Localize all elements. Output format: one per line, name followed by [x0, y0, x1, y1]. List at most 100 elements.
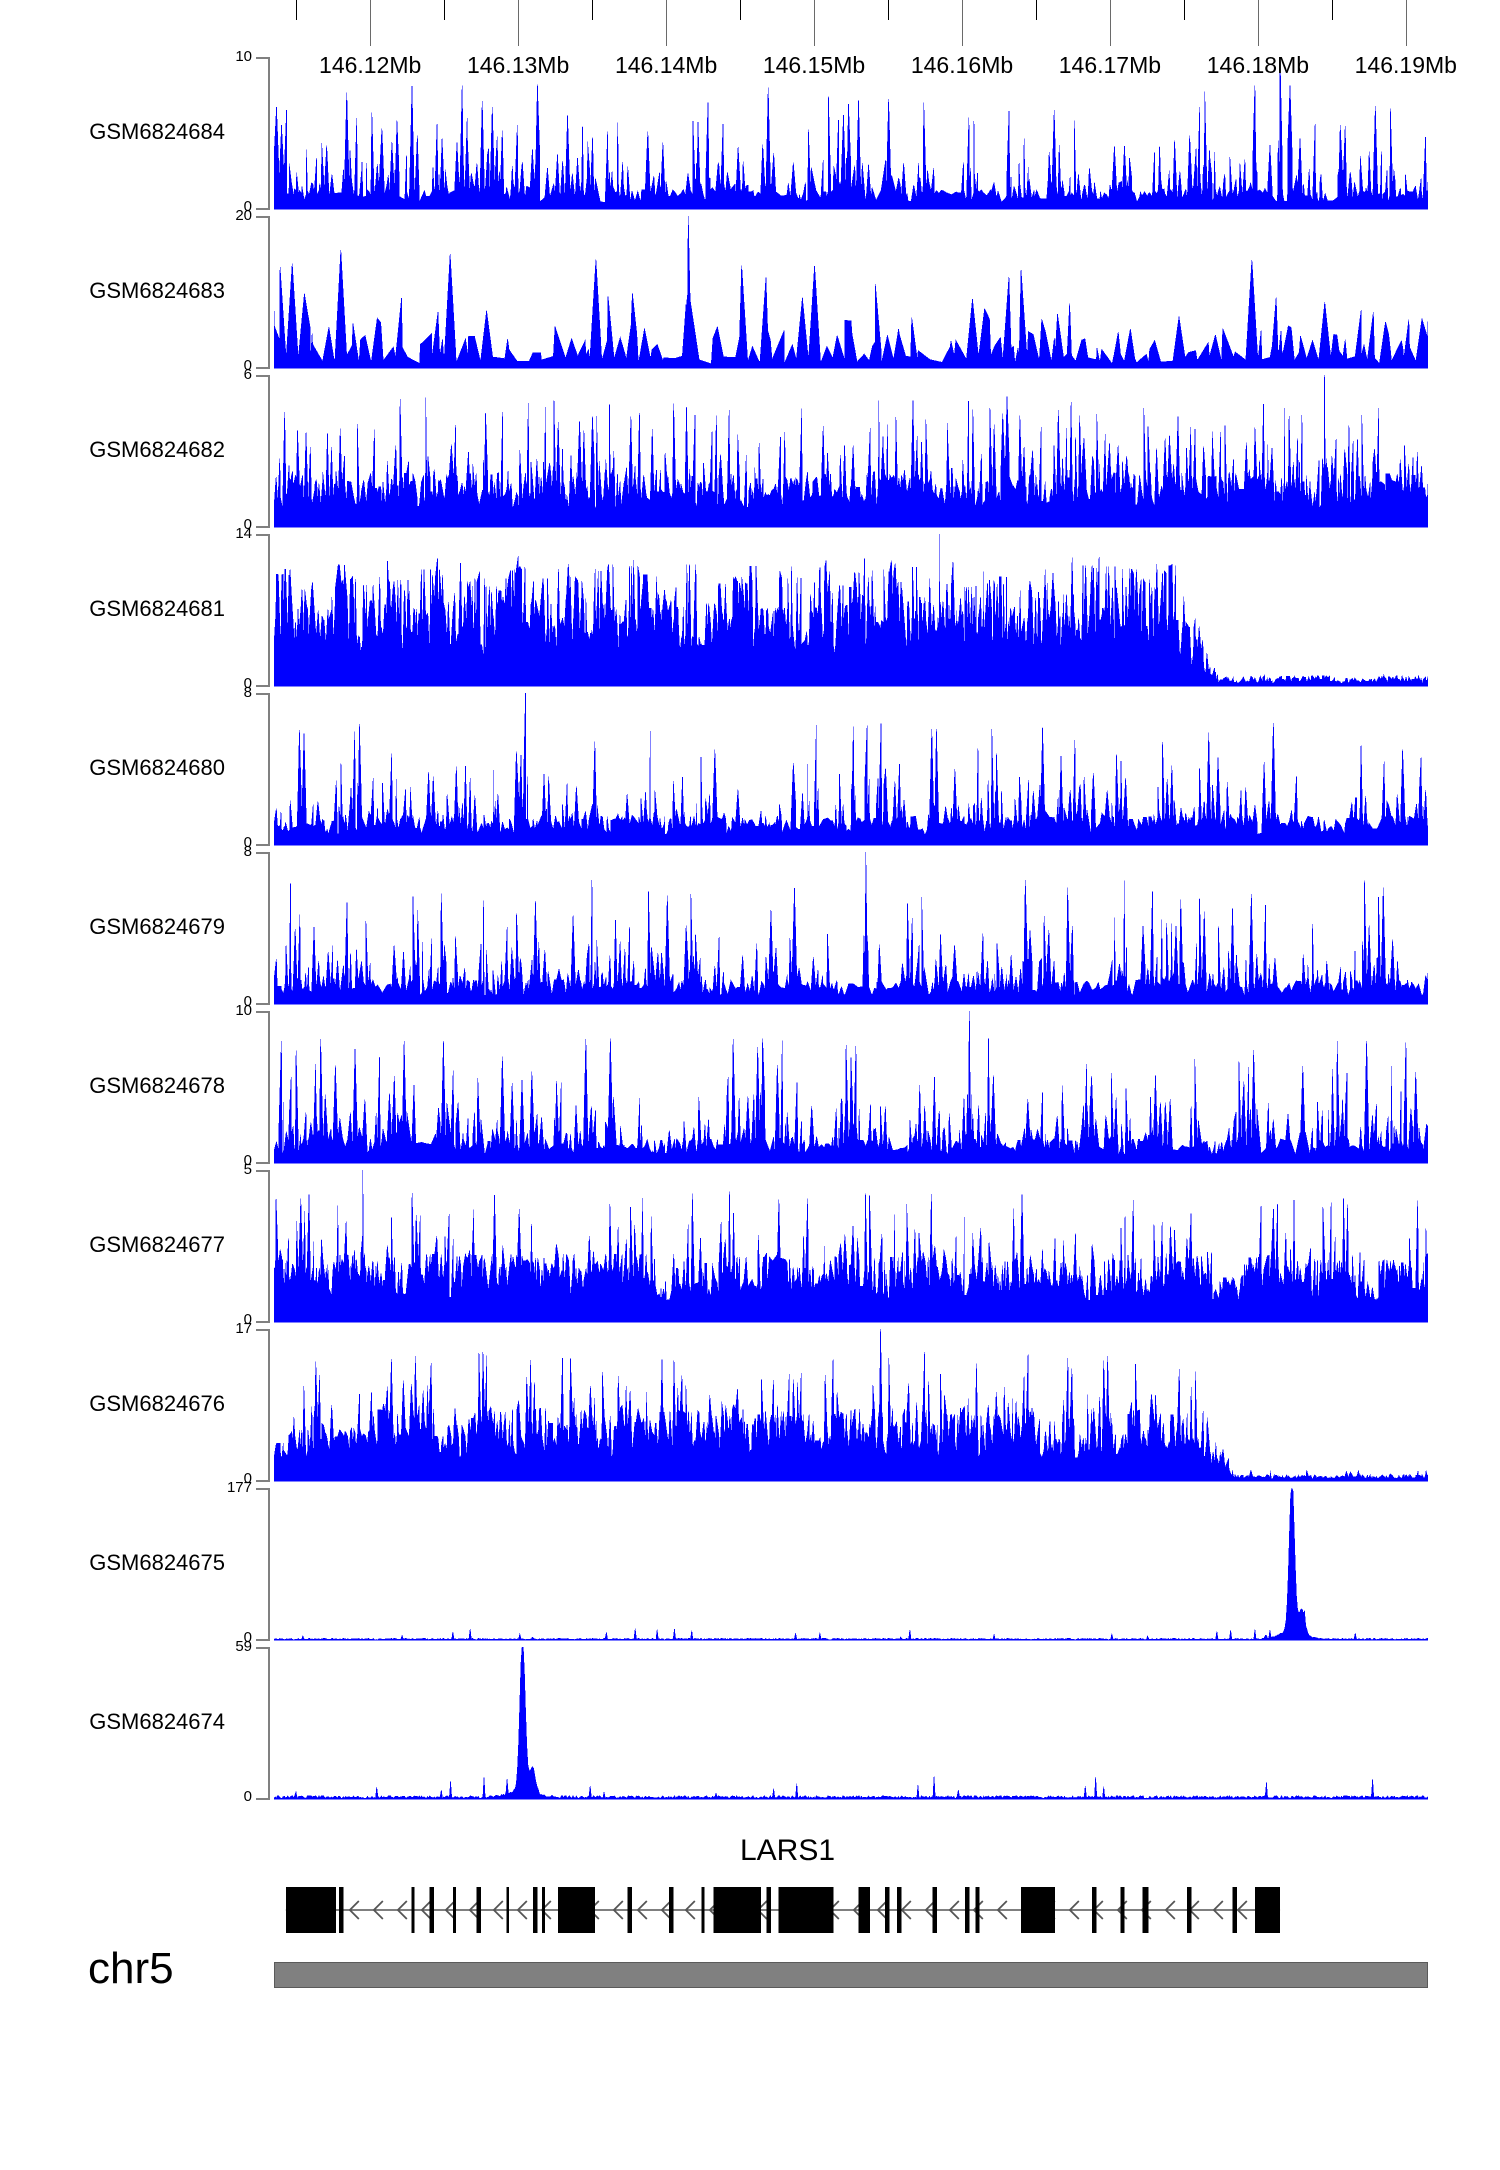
y-axis-line [268, 1329, 270, 1482]
y-axis-max-tick [256, 57, 269, 59]
track-sample-label: GSM6824681 [89, 595, 225, 621]
axis-tick-label: 146.14Mb [614, 52, 718, 78]
track-sample-label: GSM6824677 [89, 1231, 225, 1257]
track-sample-label: GSM6824680 [89, 754, 225, 780]
coverage-track: GSM6824683 20 0 [0, 207, 1500, 374]
y-axis-min-tick [256, 1162, 269, 1164]
axis-major-tick [666, 0, 668, 46]
track-sample-label: GSM6824679 [89, 913, 225, 939]
y-axis-max-label: 8 [243, 684, 252, 701]
coverage-track: GSM6824681 14 0 [0, 525, 1500, 692]
axis-tick-label: 146.19Mb [1354, 52, 1457, 78]
y-axis-min-label: 0 [243, 675, 252, 692]
y-axis-min-tick [256, 367, 269, 369]
track-sample-label: GSM6824676 [89, 1390, 225, 1416]
y-axis-min-label: 0 [243, 834, 252, 851]
y-axis-line [268, 1488, 270, 1641]
track-sample-label: GSM6824684 [89, 118, 225, 144]
y-axis-max-label: 177 [226, 1479, 252, 1496]
gene-structure-svg [285, 1887, 1281, 1933]
y-axis-line [268, 534, 270, 687]
y-axis-max-tick [256, 534, 269, 536]
axis-minor-tick [888, 0, 889, 20]
coverage-plot-area [274, 216, 1428, 369]
axis-major-tick [814, 0, 815, 46]
axis-major-tick [1109, 0, 1111, 46]
chromosome-label: chr5 [88, 1944, 174, 1993]
axis-major-tick [370, 0, 372, 46]
y-axis-line [268, 375, 270, 528]
y-axis-max-tick [256, 1329, 269, 1331]
track-sample-label: GSM6824675 [89, 1549, 225, 1575]
y-axis-min-tick [256, 208, 269, 210]
y-axis-min-label: 0 [243, 1311, 252, 1328]
y-axis-line [268, 1170, 270, 1323]
y-axis-min-label: 0 [243, 516, 252, 533]
y-axis-line [268, 57, 270, 210]
coverage-track: GSM6824679 8 0 [0, 843, 1500, 1010]
axis-tick-label: 146.13Mb [466, 52, 570, 78]
track-sample-label: GSM6824678 [89, 1072, 225, 1098]
axis-minor-tick [1035, 0, 1037, 20]
axis-major-tick [962, 0, 963, 46]
y-axis-line [268, 693, 270, 846]
gene-name-label: LARS1 [739, 1834, 836, 1867]
axis-major-tick [518, 0, 520, 46]
y-axis-max-tick [256, 375, 269, 377]
coverage-plot-area [274, 375, 1428, 528]
y-axis-min-tick [256, 1003, 269, 1005]
axis-minor-tick [592, 0, 594, 20]
coverage-plot-area [274, 1170, 1428, 1323]
y-axis-max-label: 10 [235, 1002, 252, 1019]
track-sample-label: GSM6824683 [89, 277, 225, 303]
y-axis-min-label: 0 [243, 198, 252, 215]
track-sample-label: GSM6824674 [89, 1708, 225, 1734]
chromosome-ideogram-bar [274, 1962, 1428, 1988]
coverage-track: GSM6824676 17 0 [0, 1320, 1500, 1487]
coverage-track: GSM6824682 6 0 [0, 366, 1500, 533]
axis-tick-label: 146.12Mb [319, 52, 422, 78]
coverage-track: GSM6824677 5 0 [0, 1161, 1500, 1328]
coverage-plot-area [274, 852, 1428, 1005]
y-axis-min-tick [256, 685, 269, 687]
y-axis-min-label: 0 [243, 1629, 252, 1646]
axis-tick-label: 146.15Mb [762, 52, 866, 78]
coverage-track: GSM6824674 59 0 [0, 1638, 1500, 1805]
coverage-track: GSM6824684 10 0 [0, 48, 1500, 215]
axis-major-tick [1257, 0, 1259, 46]
coverage-plot-area [274, 534, 1428, 687]
coverage-track: GSM6824680 8 0 [0, 684, 1500, 851]
coverage-plot-area [274, 1329, 1428, 1482]
axis-minor-tick [1331, 0, 1333, 20]
coverage-plot-area [274, 1011, 1428, 1164]
y-axis-max-tick [256, 1170, 269, 1172]
y-axis-line [268, 1647, 270, 1800]
y-axis-max-tick [256, 852, 269, 854]
axis-minor-tick [444, 0, 446, 20]
y-axis-min-label: 0 [243, 1152, 252, 1169]
y-axis-min-tick [256, 1480, 269, 1482]
axis-minor-tick [1183, 0, 1185, 20]
y-axis-min-tick [256, 526, 269, 528]
axis-major-tick [1405, 0, 1407, 46]
y-axis-min-label: 0 [243, 357, 252, 374]
y-axis-max-label: 8 [243, 843, 252, 860]
gene-model-track: LARS1 [0, 1834, 1500, 1944]
y-axis-max-label: 6 [243, 366, 252, 383]
y-axis-max-label: 17 [235, 1320, 252, 1337]
y-axis-min-tick [256, 1321, 269, 1323]
coverage-plot-area [274, 1488, 1428, 1641]
y-axis-max-label: 20 [235, 207, 252, 224]
coverage-plot-area [274, 57, 1428, 210]
y-axis-line [268, 216, 270, 369]
y-axis-max-label: 5 [243, 1161, 252, 1178]
y-axis-line [268, 1011, 270, 1164]
axis-minor-tick [296, 0, 298, 20]
y-axis-max-tick [256, 216, 269, 218]
coverage-track: GSM6824678 10 0 [0, 1002, 1500, 1169]
genomic-axis: 146.12Mb 146.13Mb 146.14Mb 146.15Mb 146.16Mb… [0, 0, 1500, 120]
y-axis-max-label: 10 [235, 48, 252, 65]
y-axis-min-label: 0 [243, 1788, 252, 1805]
y-axis-max-tick [256, 693, 269, 695]
